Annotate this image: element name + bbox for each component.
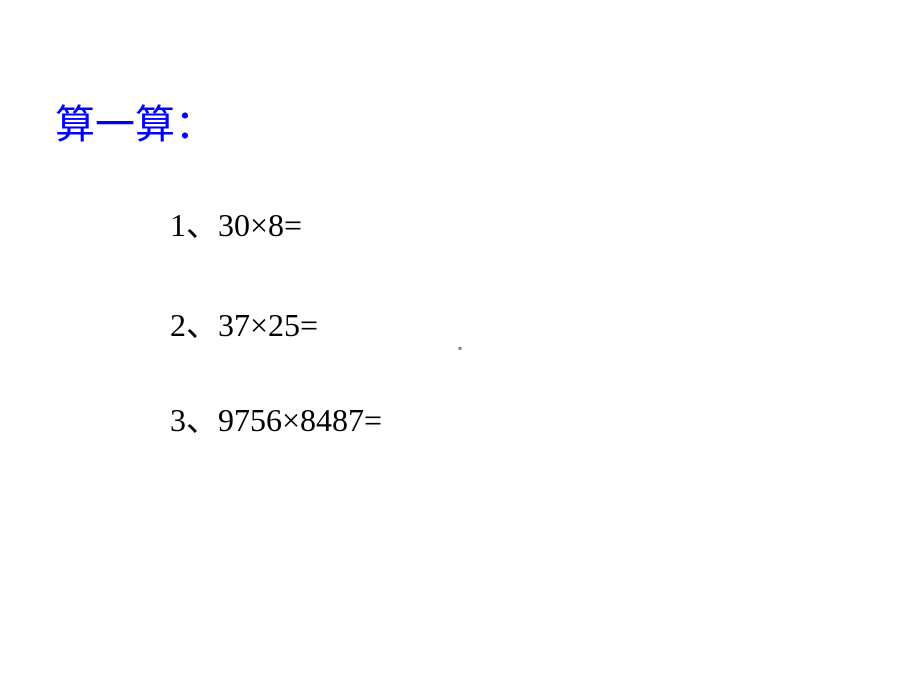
problem-3: 3、9756×8487= <box>170 395 382 441</box>
center-mark: ▪ <box>458 341 462 356</box>
problem-1: 1、30×8= <box>170 200 302 246</box>
problem-2: 2、37×25= <box>170 300 318 346</box>
page-title: 算一算： <box>55 92 215 150</box>
